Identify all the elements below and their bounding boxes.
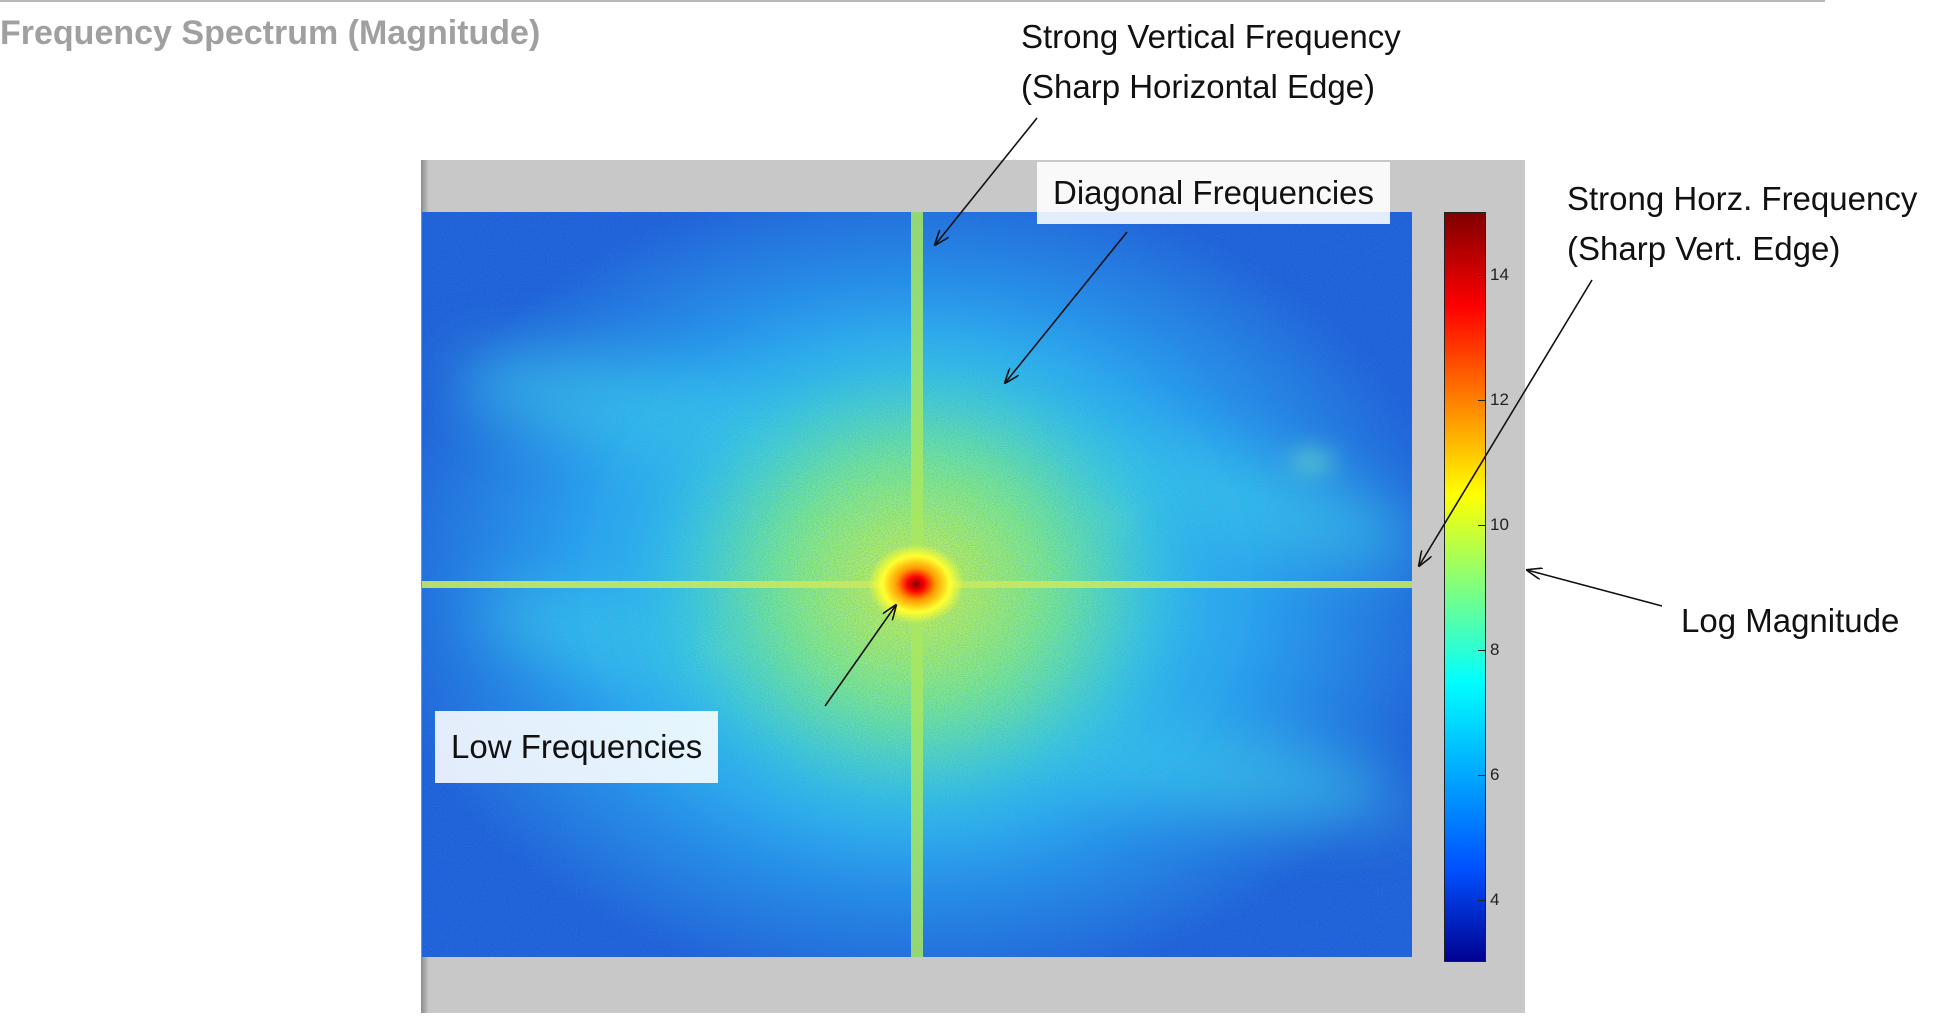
vertical-frequency-label: Strong Vertical Frequency (Sharp Horizon… bbox=[1021, 12, 1401, 112]
colorbar-tick-label: 6 bbox=[1490, 764, 1500, 784]
horizontal-frequency-line1: Strong Horz. Frequency bbox=[1567, 180, 1918, 217]
vertical-frequency-line2: (Sharp Horizontal Edge) bbox=[1021, 68, 1376, 105]
colorbar-tick bbox=[1478, 899, 1486, 901]
top-rule bbox=[0, 0, 1825, 2]
colorbar-tick bbox=[1478, 524, 1486, 526]
frequency-spectrum-image bbox=[422, 212, 1412, 957]
colorbar-tick bbox=[1478, 274, 1486, 276]
low-frequencies-label: Low Frequencies bbox=[435, 711, 719, 783]
colorbar-tick bbox=[1478, 399, 1486, 401]
horizontal-frequency-label: Strong Horz. Frequency (Sharp Vert. Edge… bbox=[1567, 174, 1917, 274]
diagonal-frequencies-label: Diagonal Frequencies bbox=[1037, 162, 1391, 224]
page-title: Frequency Spectrum (Magnitude) bbox=[0, 14, 541, 52]
colorbar-tick bbox=[1478, 774, 1486, 776]
colorbar-gradient bbox=[1444, 212, 1486, 962]
vertical-frequency-line1: Strong Vertical Frequency bbox=[1021, 18, 1401, 55]
colorbar-tick bbox=[1478, 649, 1486, 651]
horizontal-frequency-line2: (Sharp Vert. Edge) bbox=[1567, 230, 1841, 267]
colorbar-tick-label: 10 bbox=[1490, 514, 1509, 534]
colorbar-tick-label: 4 bbox=[1490, 889, 1500, 909]
log-magnitude-label: Log Magnitude bbox=[1681, 602, 1900, 639]
colorbar: 14 12 10 8 6 4 bbox=[1444, 212, 1524, 962]
log-magnitude-arrow bbox=[1527, 570, 1663, 607]
colorbar-tick-label: 8 bbox=[1490, 639, 1500, 659]
colorbar-tick-label: 12 bbox=[1490, 389, 1509, 409]
colorbar-tick-label: 14 bbox=[1490, 264, 1509, 284]
